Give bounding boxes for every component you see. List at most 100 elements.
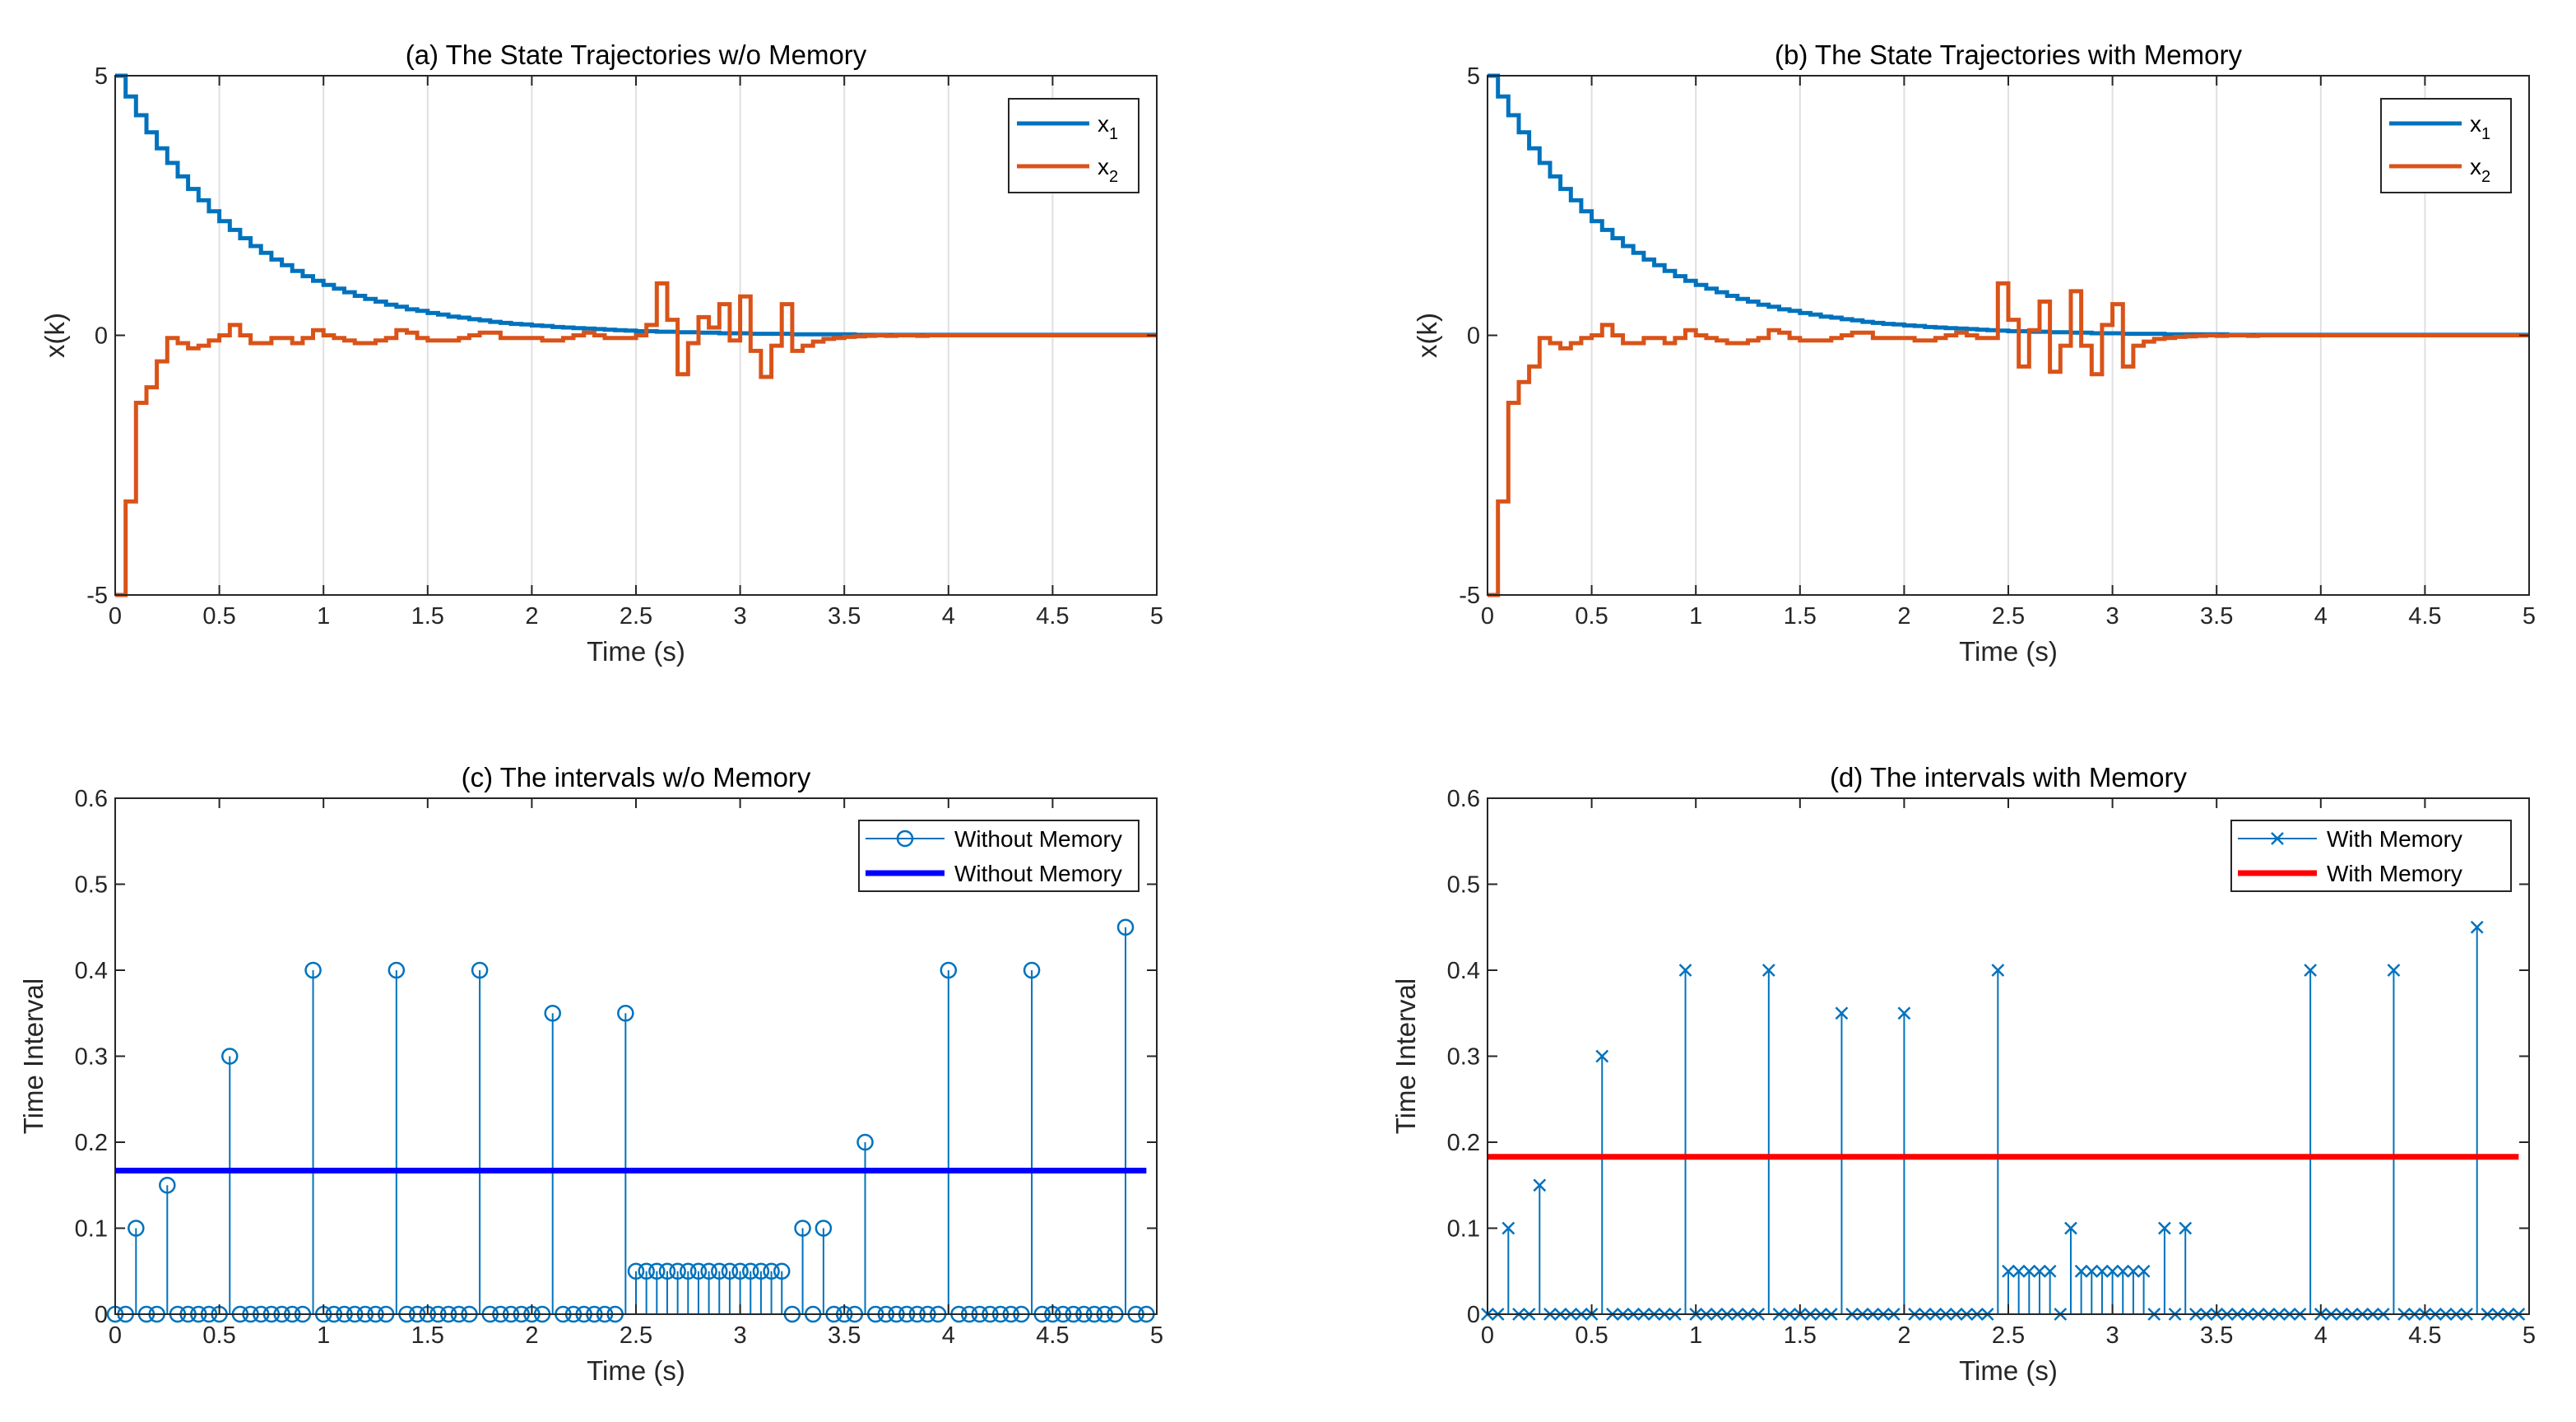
x-tick-label: 2 xyxy=(1897,1322,1910,1349)
legend-label-x1: x1 xyxy=(1098,111,1118,143)
stem-marker xyxy=(2096,1264,2109,1278)
stem-marker xyxy=(1116,918,1135,936)
x-tick-label: 2 xyxy=(525,603,538,630)
x-axis-label: Time (s) xyxy=(587,636,685,667)
stem-marker xyxy=(1897,1006,1911,1020)
y-axis-label: x(k) xyxy=(39,313,70,358)
x-tick-label: 4 xyxy=(942,1322,955,1349)
stem-marker xyxy=(2470,920,2484,934)
stem-marker xyxy=(1678,964,1692,977)
legend-label-main: x xyxy=(1098,154,1109,179)
stem-marker xyxy=(2064,1221,2077,1235)
chart-c: 0 0.5 1 1.5 2 2.5 3 3.5 4 4.5 5 0 0.1 0.2 0.3 0.4 0.5 0.6… xyxy=(18,762,1163,1386)
y-axis-label: Time Interval xyxy=(1390,978,1421,1135)
stem-marker xyxy=(2158,1221,2171,1235)
x-tick-label: 3.5 xyxy=(2200,603,2233,630)
stem-marker xyxy=(471,961,489,979)
x-tick-label: 2.5 xyxy=(1992,1322,2025,1349)
x-tick-label: 1.5 xyxy=(411,603,444,630)
legend-label-x2: x2 xyxy=(1098,154,1118,186)
y-tick-label: 0.4 xyxy=(75,958,108,984)
x-tick-label: 2.5 xyxy=(620,1322,652,1349)
legend: With Memory With Memory xyxy=(2230,820,2512,892)
x-tick-label: 0 xyxy=(109,1322,122,1349)
stem-marker xyxy=(1023,961,1041,979)
stem-marker xyxy=(221,1048,239,1065)
x-tick-label: 4 xyxy=(2314,1322,2328,1349)
x-tick-label: 0.5 xyxy=(202,1322,235,1349)
y-tick-label: 0 xyxy=(1467,323,1480,350)
y-tick-label: 0.3 xyxy=(1447,1044,1480,1071)
stem-marker xyxy=(752,1262,770,1280)
stem-marker xyxy=(721,1262,739,1280)
x-tick-label: 4 xyxy=(942,603,955,630)
y-tick-label: 0.3 xyxy=(75,1044,108,1071)
stem-marker xyxy=(669,1262,686,1280)
x-tick-label: 4 xyxy=(2314,603,2328,630)
x-tick-label: 0.5 xyxy=(1575,603,1608,630)
y-tick-label: 0.4 xyxy=(1447,958,1480,984)
stem-marker xyxy=(2012,1264,2026,1278)
x-tick-label: 5 xyxy=(1150,603,1163,630)
stem-marker xyxy=(815,1220,833,1237)
x-tick-label: 0 xyxy=(109,603,122,630)
chart-d: 0 0.5 1 1.5 2 2.5 3 3.5 4 4.5 5 0 0.1 0.2 0.3 0.4 0.5 0.6… xyxy=(1390,762,2536,1386)
legend-box xyxy=(858,820,1139,892)
x-axis-label: Time (s) xyxy=(587,1355,685,1386)
stem-marker xyxy=(763,1262,780,1280)
stem-marker xyxy=(700,1262,717,1280)
stem-marker xyxy=(2137,1264,2151,1278)
x-tick-label: 1 xyxy=(1689,1322,1702,1349)
x-tick-label: 4.5 xyxy=(1036,603,1069,630)
stem-marker xyxy=(2387,964,2401,977)
stem-marker xyxy=(159,1177,176,1194)
stem-marker xyxy=(689,1262,708,1280)
y-tick-label: 0 xyxy=(95,1302,108,1328)
x-tick-label: 1.5 xyxy=(411,1322,444,1349)
stem-marker xyxy=(940,961,958,979)
y-tick-label: -5 xyxy=(1459,583,1480,609)
series-line-x2 xyxy=(115,281,1157,597)
y-tick-label: 0 xyxy=(1467,1302,1480,1328)
stem-marker xyxy=(731,1262,749,1280)
stem-marker xyxy=(856,1133,874,1151)
legend-box xyxy=(1008,98,1139,193)
y-tick-label: 0.6 xyxy=(75,786,108,812)
x-axis-label: Time (s) xyxy=(1959,1355,2058,1386)
legend-marker xyxy=(2271,832,2284,845)
y-tick-label: 0.5 xyxy=(75,872,108,899)
legend-label: Without Memory xyxy=(954,861,1122,886)
stem-marker xyxy=(2022,1264,2036,1278)
stem-marker xyxy=(128,1220,145,1237)
legend-label: Without Memory xyxy=(954,826,1122,852)
x-tick-label: 0 xyxy=(1481,1322,1494,1349)
stem-marker xyxy=(1761,964,1775,977)
x-tick-label: 1 xyxy=(317,603,330,630)
x-tick-label: 0.5 xyxy=(1575,1322,1608,1349)
stem-marker xyxy=(388,961,406,979)
x-tick-label: 0.5 xyxy=(202,603,235,630)
stem-marker xyxy=(2179,1221,2193,1235)
series-line-x2 xyxy=(1488,281,2529,597)
stem-marker xyxy=(638,1262,655,1280)
legend-label-sub: 2 xyxy=(2481,168,2490,186)
x-tick-label: 1 xyxy=(317,1322,330,1349)
stem-marker xyxy=(680,1262,697,1280)
stem-marker xyxy=(2127,1264,2140,1278)
y-axis-label: Time Interval xyxy=(18,978,49,1135)
legend-label: With Memory xyxy=(2327,826,2462,852)
x-tick-label: 4.5 xyxy=(2408,603,2441,630)
x-tick-label: 3.5 xyxy=(2200,1322,2233,1349)
x-tick-label: 1.5 xyxy=(1784,1322,1817,1349)
stem-marker xyxy=(1595,1049,1609,1063)
stem-marker xyxy=(304,961,322,979)
x-tick-label: 0 xyxy=(1481,603,1494,630)
chart-title: (c) The intervals w/o Memory xyxy=(462,762,811,792)
x-tick-label: 4.5 xyxy=(1036,1322,1069,1349)
stem-marker xyxy=(2116,1264,2130,1278)
x-tick-label: 3 xyxy=(2106,1322,2119,1349)
stem-marker xyxy=(773,1262,791,1280)
x-tick-label: 4.5 xyxy=(2408,1322,2441,1349)
